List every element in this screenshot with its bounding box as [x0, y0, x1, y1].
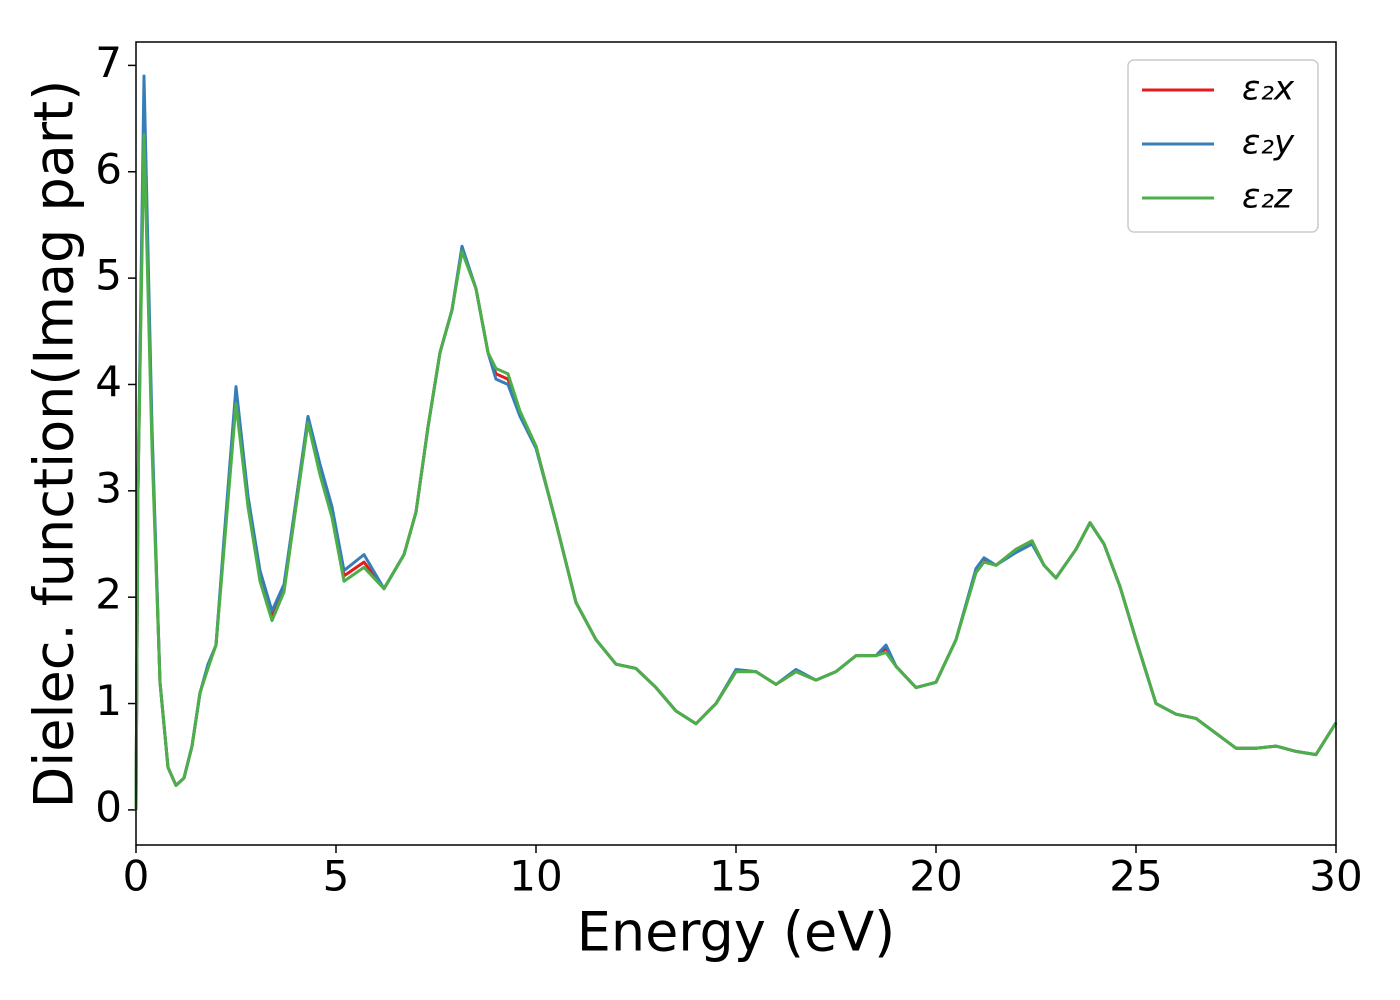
x-tick-label: 5	[323, 852, 350, 901]
legend-box	[1127, 59, 1319, 233]
legend-label: ε₂x	[1242, 69, 1295, 109]
x-axis-label: Energy (eV)	[577, 901, 896, 964]
y-tick-label: 7	[95, 38, 122, 87]
y-tick-label: 5	[95, 251, 122, 300]
y-tick-label: 0	[95, 782, 122, 831]
y-axis-label: Dielec. function(Imag part)	[23, 80, 86, 809]
y-tick-label: 1	[95, 676, 122, 725]
x-tick-label: 30	[1309, 852, 1362, 901]
y-tick-label: 6	[95, 144, 122, 193]
x-tick-label: 10	[509, 852, 562, 901]
x-tick-label: 15	[709, 852, 762, 901]
line-series	[134, 133, 1338, 810]
x-tick-label: 25	[1109, 852, 1162, 901]
x-tick-label: 20	[909, 852, 962, 901]
y-tick-label: 3	[95, 463, 122, 512]
y-tick-label: 4	[95, 357, 122, 406]
x-tick-label: 0	[123, 852, 150, 901]
y-tick-label: 2	[95, 570, 122, 619]
legend-label: ε₂z	[1242, 177, 1293, 217]
plot-frame	[135, 41, 1337, 846]
legend-label: ε₂y	[1242, 123, 1295, 163]
